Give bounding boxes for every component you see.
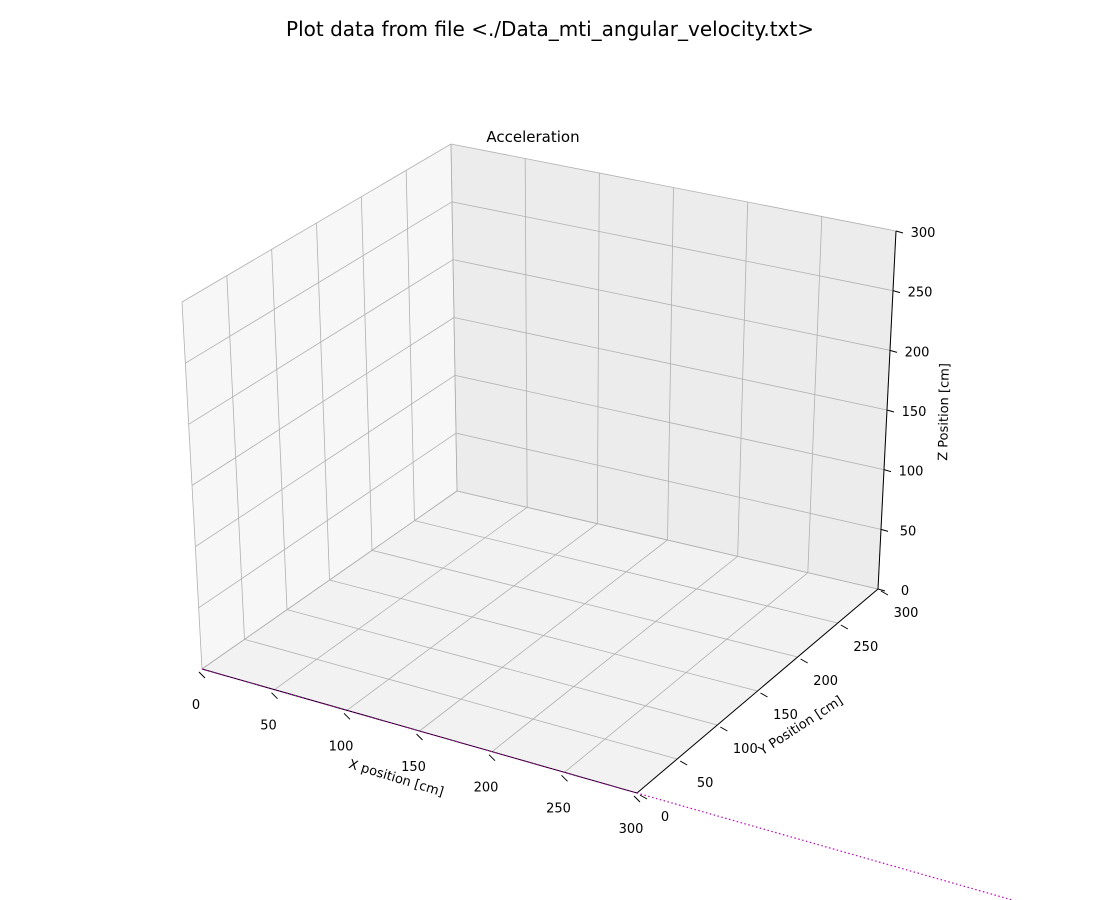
z-tick-label: 150 — [902, 405, 927, 420]
z-grid-back — [456, 490, 879, 590]
y-tick-mark — [720, 726, 728, 732]
z-grid-wall — [188, 259, 454, 425]
z-grid-wall — [201, 490, 458, 670]
z-tick-mark — [883, 469, 892, 473]
y-tick-mark — [679, 760, 688, 766]
z-grid-back — [455, 432, 882, 530]
x-tick-mark — [271, 692, 278, 700]
y-tick-mark — [760, 692, 768, 698]
z-grid-wall — [181, 143, 452, 303]
y-grid-floor — [414, 520, 838, 624]
z-grid-wall — [198, 432, 457, 609]
floor-pane — [202, 491, 878, 793]
y-tick-label: 250 — [853, 640, 878, 655]
y-tick-label: 100 — [733, 742, 758, 757]
x-tick-mark — [633, 795, 641, 803]
z-grid-wall — [195, 374, 456, 548]
z-tick-mark — [886, 409, 895, 413]
z-axis-label: Z Position [cm] — [936, 363, 953, 461]
back-wall-pane — [451, 144, 896, 589]
y-tick-label: 300 — [894, 606, 919, 621]
y-grid-floor — [371, 549, 798, 658]
y-tick-mark — [800, 658, 808, 664]
x-tick-label: 250 — [546, 801, 571, 816]
z-grid-back — [453, 317, 888, 411]
y-grid-floor — [286, 609, 718, 726]
x-tick-label: 150 — [401, 760, 426, 775]
y-tick-label: 200 — [813, 674, 838, 689]
y-tick-mark — [639, 794, 648, 800]
left-wall-pane — [182, 144, 457, 669]
x-tick-mark — [488, 754, 496, 762]
x-tick-mark — [198, 671, 206, 679]
data-series — [201, 668, 1015, 900]
z-tick-label: 200 — [905, 345, 930, 360]
y-axis-line — [636, 588, 879, 794]
y-grid-floor — [244, 638, 678, 760]
z-grid-wall — [191, 317, 455, 486]
axis-ticks: 0 50 100 150 200 250 300 0 50 100 150 200 250 300 0 50 1… — [192, 226, 936, 837]
z-grid-back — [454, 374, 885, 471]
y-tick-mark — [880, 590, 889, 596]
series-line — [201, 668, 1015, 900]
plot-title: Acceleration — [486, 128, 579, 146]
z-grid-back — [452, 259, 891, 351]
z-tick-mark — [892, 290, 901, 294]
z-tick-mark — [880, 528, 889, 532]
x-tick-mark — [343, 712, 351, 720]
y-tick-label: 0 — [661, 810, 669, 825]
z-tick-mark — [895, 230, 904, 234]
figure-title: Plot data from file <./Data_mti_angular_… — [286, 17, 814, 41]
x-tick-label: 200 — [474, 781, 499, 796]
y-axis-label: Y Position [cm] — [756, 693, 846, 759]
z-grid-wall — [185, 201, 453, 364]
z-tick-label: 50 — [900, 524, 917, 539]
x-tick-mark — [561, 774, 568, 782]
z-tick-mark — [877, 588, 886, 592]
x-tick-label: 300 — [619, 822, 644, 837]
x-tick-label: 50 — [260, 719, 277, 734]
z-tick-label: 100 — [899, 465, 924, 480]
z-grid-back — [451, 201, 894, 292]
x-tick-label: 100 — [329, 739, 354, 754]
z-tick-mark — [889, 349, 898, 353]
x-tick-label: 0 — [192, 698, 200, 713]
y-tick-label: 50 — [697, 776, 714, 791]
axis-panes — [182, 144, 896, 793]
y-tick-label: 150 — [773, 708, 798, 723]
z-tick-label: 300 — [911, 226, 936, 241]
z-tick-label: 0 — [901, 584, 909, 599]
y-tick-mark — [840, 624, 849, 630]
z-tick-label: 250 — [908, 286, 933, 301]
x-tick-mark — [416, 733, 423, 741]
z-grid-back — [450, 143, 897, 232]
grid-lines — [181, 143, 897, 794]
y-grid-floor — [329, 579, 758, 692]
x-axis-label: X position [cm] — [347, 757, 446, 800]
